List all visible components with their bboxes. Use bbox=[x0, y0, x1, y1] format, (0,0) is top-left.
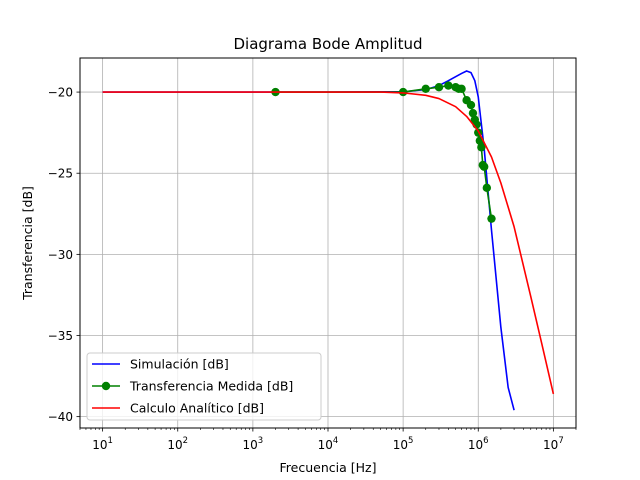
x-axis-ticks: 101 102 103 104 105 106 107 bbox=[79, 428, 577, 452]
plot-frame bbox=[79, 57, 577, 429]
series-medida bbox=[271, 81, 496, 223]
series-line-analitico bbox=[102, 91, 555, 395]
legend-label-simulacion: Simulación [dB] bbox=[130, 357, 229, 372]
legend-box bbox=[86, 352, 322, 421]
y-axis-ticks: −20 −25 −30 −35 −40 bbox=[48, 86, 80, 424]
y-tick-label: −40 bbox=[48, 410, 73, 424]
y-tick-label: −30 bbox=[48, 248, 73, 262]
legend-label-medida: Transferencia Medida [dB] bbox=[129, 379, 293, 394]
y-tick-label: −20 bbox=[48, 86, 73, 100]
data-point-medida bbox=[468, 108, 478, 118]
data-point-medida bbox=[421, 84, 430, 94]
data-point-medida bbox=[466, 100, 476, 110]
y-axis-label: Transferencia [dB] bbox=[20, 186, 35, 301]
legend-marker-medida bbox=[101, 381, 111, 391]
chart-title: Diagrama Bode Amplitud bbox=[234, 35, 423, 53]
data-point-medida bbox=[482, 183, 492, 193]
legend-item-simulacion: Simulación [dB] bbox=[92, 357, 229, 372]
x-tick-label: 104 bbox=[318, 436, 339, 452]
x-tick-label: 107 bbox=[543, 436, 564, 452]
x-axis-label: Frecuencia [Hz] bbox=[280, 460, 377, 475]
series-layer bbox=[102, 70, 555, 411]
data-point-medida bbox=[398, 87, 408, 97]
legend: Simulación [dB] Transferencia Medida [dB… bbox=[86, 352, 322, 421]
series-analitico bbox=[102, 91, 555, 395]
series-line-medida bbox=[275, 84, 493, 219]
data-point-medida bbox=[477, 143, 486, 152]
x-tick-label: 106 bbox=[468, 436, 489, 452]
data-point-medida bbox=[444, 81, 453, 90]
legend-label-analitico: Calculo Analítico [dB] bbox=[130, 401, 264, 416]
x-tick-label: 105 bbox=[393, 436, 414, 452]
y-tick-label: −35 bbox=[48, 329, 73, 343]
x-tick-label: 103 bbox=[243, 436, 264, 452]
x-tick-label: 101 bbox=[92, 436, 113, 452]
legend-item-analitico: Calculo Analítico [dB] bbox=[92, 401, 264, 416]
data-point-medida bbox=[457, 84, 466, 94]
y-tick-label: −25 bbox=[48, 167, 73, 181]
data-point-medida bbox=[434, 83, 444, 92]
data-point-medida bbox=[487, 214, 496, 223]
data-point-medida bbox=[480, 162, 489, 171]
legend-item-medida: Transferencia Medida [dB] bbox=[92, 379, 293, 394]
x-tick-label: 102 bbox=[167, 436, 188, 452]
